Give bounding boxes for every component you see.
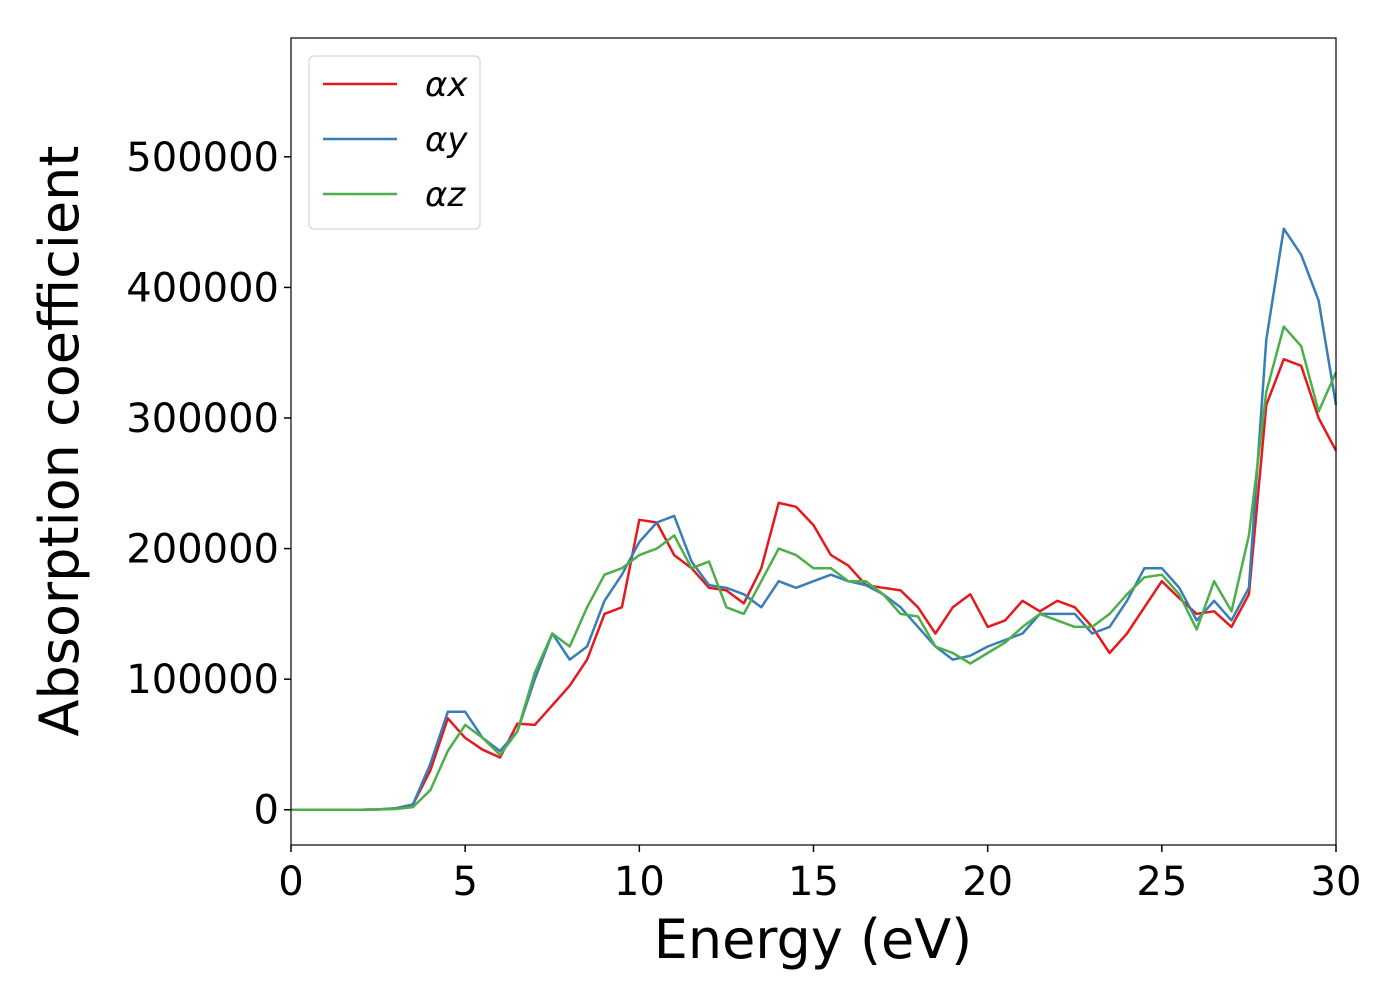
legend: αx αy αz: [308, 55, 481, 230]
series-line: [291, 227, 1338, 811]
x-tick-label: 10: [614, 859, 665, 905]
x-axis-label: Energy (eV): [654, 908, 973, 971]
series-line: [291, 325, 1338, 811]
y-axis-label: Absorption coefficient: [28, 146, 91, 737]
y-tick-label: 500000: [126, 135, 279, 181]
y-tick-label: 400000: [126, 265, 279, 311]
x-tick-label: 20: [962, 859, 1013, 905]
y-tick-label: 0: [254, 788, 279, 834]
series-line: [291, 357, 1338, 811]
legend-label: αy: [425, 120, 468, 160]
plot-frame: [290, 37, 1337, 846]
x-tick-label: 30: [1311, 859, 1362, 905]
x-tick-label: 15: [788, 859, 839, 905]
legend-label: αx: [425, 65, 468, 105]
x-tick-label: 25: [1136, 859, 1187, 905]
legend-label: αz: [425, 175, 466, 215]
y-tick-label: 300000: [126, 396, 279, 442]
x-tick-label: 5: [452, 859, 477, 905]
x-tick-label: 0: [278, 859, 303, 905]
y-tick-label: 100000: [126, 657, 279, 703]
legend-box: [308, 55, 481, 230]
y-tick-label: 200000: [126, 527, 279, 573]
